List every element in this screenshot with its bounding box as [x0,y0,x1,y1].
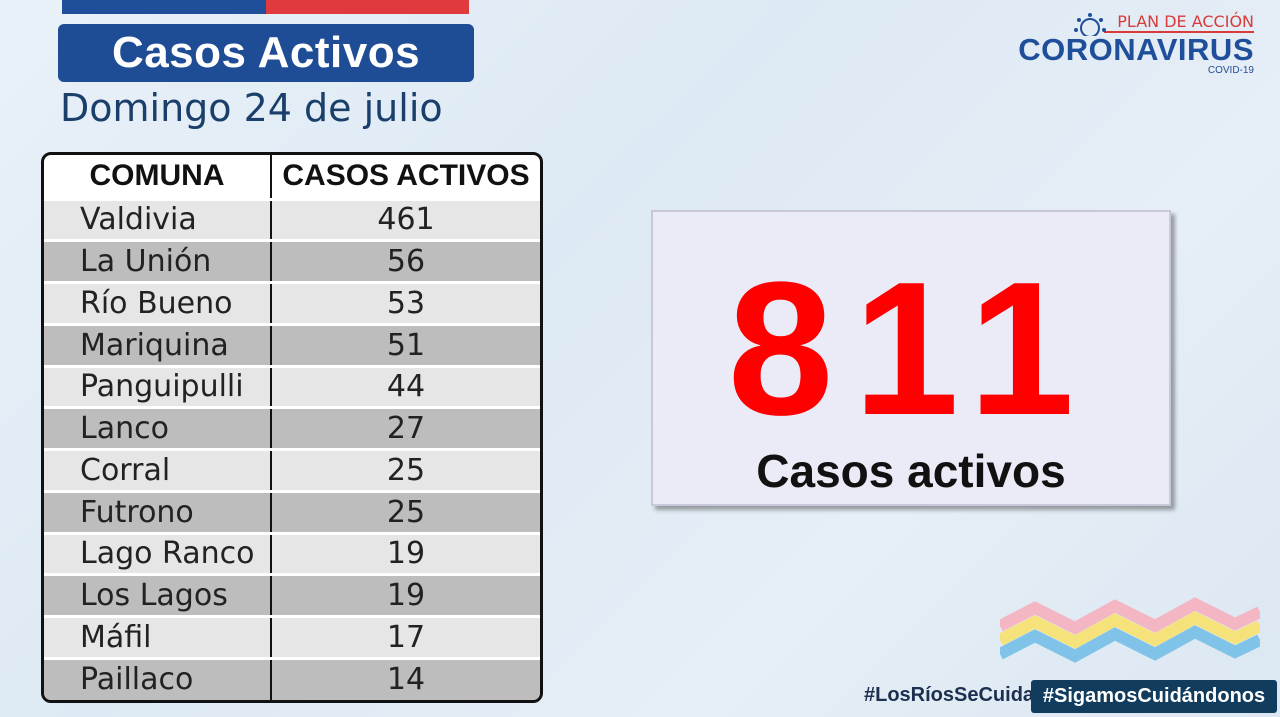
table-row: Mariquina 51 [44,322,540,366]
cell-casos: 44 [271,364,540,408]
cell-comuna: Lanco [44,406,272,450]
table-row: Lago Ranco 19 [44,531,540,575]
table-row: Valdivia 461 [44,197,540,241]
header-comuna: COMUNA [44,155,272,200]
date-label: Domingo 24 de julio [60,86,443,130]
cell-casos: 56 [271,239,540,283]
cell-casos: 51 [271,322,540,366]
cases-table: COMUNA CASOS ACTIVOS Valdivia 461 La Unión… [41,152,543,703]
table-row: Los Lagos 19 [44,573,540,617]
cell-comuna: Río Bueno [44,281,272,325]
cell-comuna: Paillaco [44,656,272,700]
cell-casos: 27 [271,406,540,450]
table-row: Corral 25 [44,448,540,492]
decorative-wave [1000,597,1260,663]
cell-casos: 53 [271,281,540,325]
table-row: Paillaco 14 [44,656,540,700]
total-card: 811 Casos activos [651,210,1171,506]
table-row: Río Bueno 53 [44,281,540,325]
logo-sub: COVID-19 [1207,65,1254,76]
cell-comuna: Valdivia [44,197,272,241]
header-casos-activos: CASOS ACTIVOS [271,155,540,200]
flag-bar-red [265,0,469,14]
hashtag-sigamos: #SigamosCuidándonos [1031,680,1277,713]
total-number: 811 [727,243,1095,455]
table-row: Máfil 17 [44,615,540,659]
table-row: Panguipulli 44 [44,364,540,408]
flag-bar-blue [62,0,266,14]
cell-casos: 25 [271,489,540,533]
cell-casos: 19 [271,573,540,617]
hashtag-los-rios: #LosRíosSeCuida [864,684,1035,706]
virus-icon [1074,13,1106,36]
logo-name: CORONAVIRUS [1018,32,1254,67]
page-title: Casos Activos [111,28,421,77]
title-banner: Casos Activos [58,24,474,82]
cell-casos: 19 [271,531,540,575]
cell-casos: 17 [271,615,540,659]
table-row: Futrono 25 [44,489,540,533]
cell-casos: 14 [271,656,540,700]
cell-casos: 25 [271,448,540,492]
total-label: Casos activos [756,445,1066,497]
cell-casos: 461 [271,197,540,241]
cell-comuna: Futrono [44,489,272,533]
table-row: La Unión 56 [44,239,540,283]
logo-divider [1104,31,1254,33]
cell-comuna: Mariquina [44,322,272,366]
cell-comuna: La Unión [44,239,272,283]
cell-comuna: Corral [44,448,272,492]
table-row: Lanco 27 [44,406,540,450]
cell-comuna: Lago Ranco [44,531,272,575]
cell-comuna: Los Lagos [44,573,272,617]
logo-plan-text: PLAN DE ACCIÓN [1117,12,1254,31]
cell-comuna: Máfil [44,615,272,659]
flag-bar [62,0,469,14]
cell-comuna: Panguipulli [44,364,272,408]
table-header-row: COMUNA CASOS ACTIVOS [44,155,540,200]
coronavirus-logo: PLAN DE ACCIÓN CORONAVIRUS COVID-19 [1014,12,1254,76]
